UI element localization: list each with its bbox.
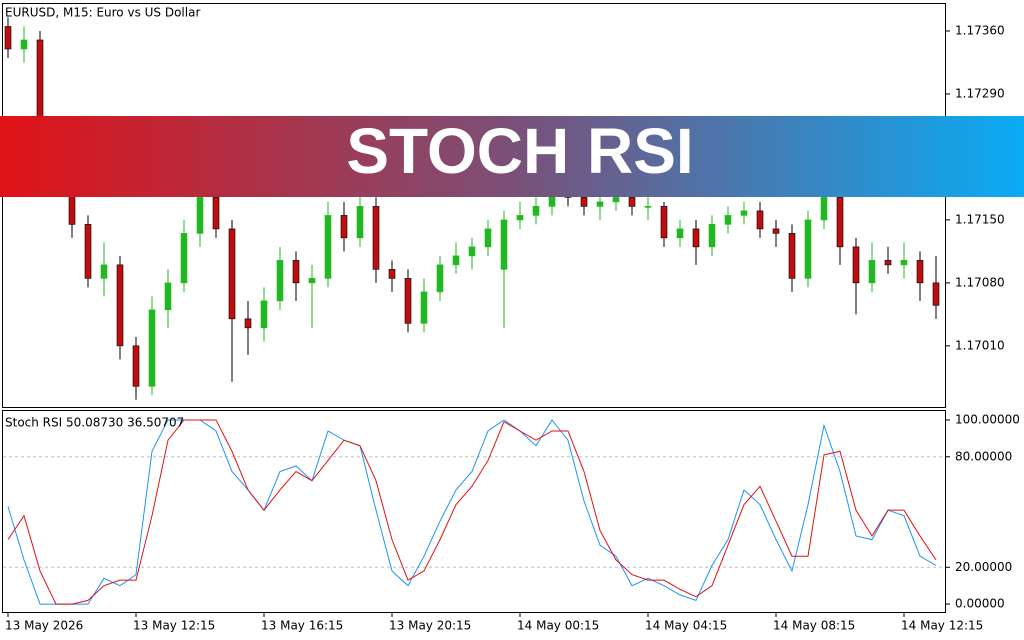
candle-body (868, 260, 876, 284)
candle-body (84, 224, 92, 279)
candle-body (292, 260, 300, 284)
candle-body (580, 197, 588, 207)
y-tick-label: 1.17150 (955, 212, 1005, 226)
candle-body (804, 219, 812, 279)
candle-body (20, 39, 28, 50)
candle-body (676, 228, 684, 239)
y-tick-label: 1.17080 (955, 275, 1005, 289)
candle-body (644, 206, 652, 208)
candle-body (356, 206, 364, 239)
candle-body (4, 26, 12, 50)
y-tick-label: 20.00000 (955, 560, 1012, 574)
candle-body (884, 260, 892, 266)
candle-body (228, 228, 236, 320)
stoch-line (7, 419, 937, 605)
candle-body (596, 201, 604, 207)
chart-title: EURUSD, M15: Euro vs US Dollar (5, 6, 200, 20)
candle-body (756, 210, 764, 230)
candle-body (388, 269, 396, 279)
x-tick-label: 13 May 2026 (5, 619, 83, 633)
candle-body (132, 345, 140, 387)
candle-body (772, 228, 780, 234)
x-tick-label: 13 May 16:15 (261, 619, 343, 633)
indicator-panel (2, 410, 946, 613)
candle-body (724, 215, 732, 225)
candle-body (708, 224, 716, 248)
candle-body (628, 197, 636, 207)
candle-body (820, 197, 828, 221)
x-tick-label: 14 May 04:15 (645, 619, 727, 633)
candle-body (324, 215, 332, 279)
y-tick-label: 1.17290 (955, 86, 1005, 100)
candle-body (836, 197, 844, 248)
candle-body (788, 233, 796, 279)
x-tick-label: 13 May 12:15 (133, 619, 215, 633)
candle-body (196, 197, 204, 234)
candle-body (468, 246, 476, 257)
candle-body (612, 197, 620, 203)
candle-body (116, 264, 124, 347)
candle-body (516, 215, 524, 221)
candle-body (692, 228, 700, 248)
candle-body (900, 260, 908, 266)
candle-body (916, 260, 924, 284)
candle-body (244, 318, 252, 329)
candle-body (404, 278, 412, 324)
stoch-line (7, 419, 937, 605)
candle-body (436, 264, 444, 293)
candle-body (660, 206, 668, 239)
candle-body (36, 39, 44, 126)
y-tick-label: 100.00000 (955, 412, 1020, 426)
banner-title: STOCH RSI (346, 115, 693, 187)
candle-body (420, 291, 428, 324)
candle-body (260, 300, 268, 329)
candle-body (484, 228, 492, 248)
candle-body (340, 215, 348, 239)
candle-body (100, 264, 108, 279)
candle-body (932, 282, 940, 306)
candle-body (532, 206, 540, 216)
y-tick-label: 80.00000 (955, 449, 1012, 463)
main-panel (2, 3, 946, 408)
x-tick-label: 14 May 12:15 (901, 619, 983, 633)
candle-body (452, 255, 460, 266)
candle-body (164, 282, 172, 311)
y-tick-label: 1.17010 (955, 338, 1005, 352)
x-tick-label: 13 May 20:15 (389, 619, 471, 633)
candle-body (276, 260, 284, 302)
candle-body (212, 197, 220, 230)
y-tick-label: 1.17360 (955, 23, 1005, 37)
y-tick-label: 0.00000 (955, 597, 1005, 611)
candle-body (500, 219, 508, 270)
candle-body (740, 210, 748, 216)
candle-body (372, 206, 380, 270)
candle-body (148, 309, 156, 387)
candle-body (852, 246, 860, 284)
candle-body (180, 233, 188, 284)
candle-body (308, 278, 316, 284)
indicator-title: Stoch RSI 50.08730 36.50707 (5, 416, 184, 430)
x-tick-label: 14 May 00:15 (517, 619, 599, 633)
banner (0, 116, 1024, 197)
x-tick-label: 14 May 08:15 (773, 619, 855, 633)
